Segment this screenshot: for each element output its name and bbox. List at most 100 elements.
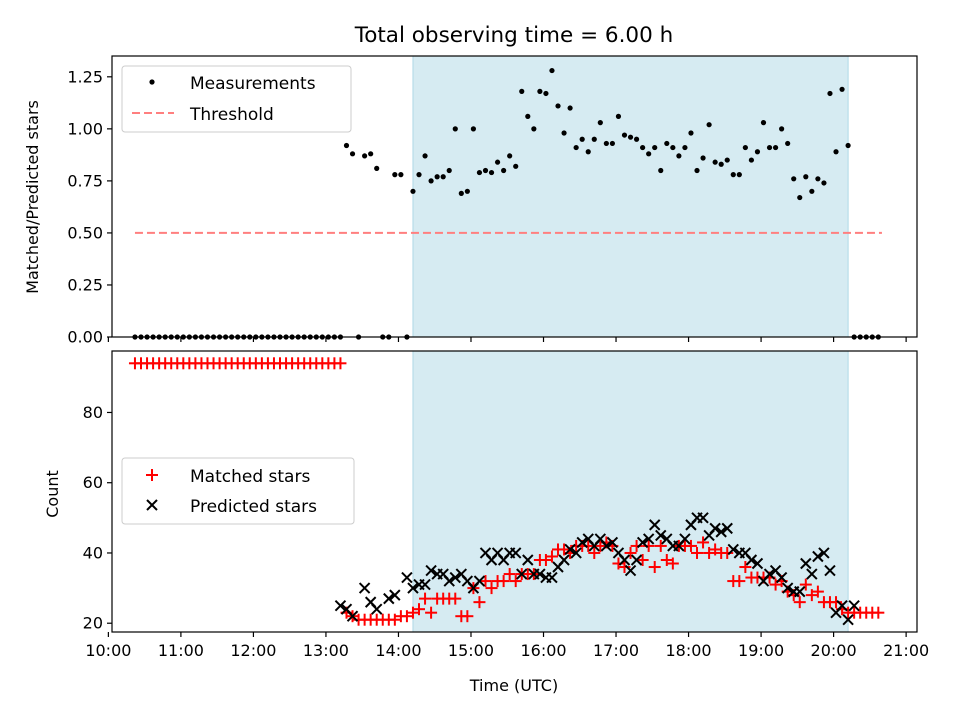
bottom-y-tick-label: 60 <box>83 473 103 492</box>
matched-star-point <box>624 546 637 559</box>
measurement-point <box>670 144 676 151</box>
measurement-point <box>362 153 368 159</box>
predicted-star-point <box>443 575 455 587</box>
measurement-point <box>543 90 549 97</box>
top-y-tick-label: 1.25 <box>67 67 103 86</box>
predicted-star-point <box>576 536 588 549</box>
x-tick-label: 15:00 <box>448 641 494 660</box>
x-tick-label: 20:00 <box>811 641 857 660</box>
measurement-point <box>621 132 628 138</box>
matched-star-point <box>461 610 474 623</box>
top-shaded-interval <box>412 55 849 338</box>
measurement-point <box>368 151 374 157</box>
predicted-star-point <box>606 536 619 549</box>
measurement-point <box>410 188 416 194</box>
legend-matched-label: Matched stars <box>190 467 310 487</box>
measurement-point <box>772 144 779 151</box>
measurement-point <box>640 144 646 151</box>
measurement-point <box>591 136 597 142</box>
matched-star-point <box>654 539 667 552</box>
measurement-point <box>803 174 809 180</box>
predicted-star-point <box>419 578 431 591</box>
top-plot-frame <box>111 55 918 338</box>
measurement-point <box>446 167 452 174</box>
legend-measurements-marker <box>149 79 155 85</box>
top-legend-box <box>121 65 352 133</box>
measurement-point <box>827 90 833 97</box>
measurement-point <box>579 136 585 142</box>
predicted-star-point <box>425 564 437 577</box>
matched-star-point <box>449 592 462 605</box>
measurement-point <box>779 126 785 132</box>
predicted-star-point <box>449 571 461 584</box>
measurement-point <box>706 122 712 128</box>
predicted-star-point <box>848 599 860 612</box>
bottom-y-tick-label: 20 <box>83 614 103 633</box>
measurement-point <box>507 153 513 159</box>
matched-star-point <box>684 539 697 552</box>
measurement-point <box>549 67 555 74</box>
measurement-point <box>785 140 791 147</box>
predicted-star-point <box>715 526 727 538</box>
matched-star-point <box>709 543 722 556</box>
predicted-star-point <box>546 571 558 584</box>
measurement-point <box>712 159 718 165</box>
measurement-point <box>349 151 356 157</box>
predicted-star-point <box>794 585 806 598</box>
matched-star-point <box>636 553 649 566</box>
measurement-point <box>452 126 458 132</box>
measurement-point <box>555 103 561 109</box>
legend-measurements-label: Measurements <box>190 74 316 94</box>
matched-star-point <box>648 561 661 574</box>
top-y-axis-label: Matched/Predicted stars <box>23 100 42 294</box>
predicted-star-point <box>558 554 570 566</box>
top-legend: Measurements Threshold <box>121 65 352 133</box>
predicted-star-point <box>775 571 788 584</box>
predicted-star-point <box>389 589 401 601</box>
predicted-star-point <box>727 543 739 556</box>
measurement-point <box>392 172 398 178</box>
measurements-points <box>132 67 881 340</box>
measurement-point <box>839 86 845 92</box>
measurement-point <box>537 88 543 94</box>
measurement-point <box>791 176 797 182</box>
predicted-star-point <box>751 557 764 570</box>
matched-star-point <box>691 546 704 559</box>
measurement-point <box>567 105 573 111</box>
top-y-tick-label: 0.25 <box>67 275 103 294</box>
predicted-star-point <box>570 547 582 559</box>
bottom-y-axis-label: Count <box>43 470 62 518</box>
predicted-star-point <box>624 564 637 577</box>
measurement-point <box>797 194 803 201</box>
predicted-star-point <box>510 547 522 559</box>
predicted-star-point <box>522 554 534 566</box>
measurement-point <box>440 174 446 180</box>
measurement-point <box>724 157 730 163</box>
matched-star-point <box>485 582 498 595</box>
predicted-star-point <box>649 519 661 531</box>
matched-star-point <box>721 546 734 559</box>
measurement-point <box>488 169 495 176</box>
predicted-star-point <box>824 564 836 577</box>
matched-star-point <box>588 546 601 559</box>
measurement-point <box>766 144 773 151</box>
matched-star-point <box>413 603 426 616</box>
matched-star-point <box>539 553 552 566</box>
measurement-point <box>736 172 742 178</box>
measurement-point <box>760 120 767 126</box>
predicted-star-point <box>842 613 854 626</box>
matched-star-point <box>830 596 843 609</box>
measurement-point <box>573 144 579 151</box>
measurement-point <box>748 157 755 163</box>
measurement-point <box>501 167 507 174</box>
measurement-point <box>603 140 609 147</box>
legend-predicted-label: Predicted stars <box>190 497 317 517</box>
measurement-point <box>531 126 537 132</box>
measurement-point <box>422 153 428 159</box>
matched-star-point <box>503 568 516 581</box>
measurement-point <box>833 149 839 155</box>
predicted-star-point <box>473 575 486 587</box>
measurement-point <box>688 130 694 136</box>
predicted-star-point <box>516 568 528 580</box>
matched-star-point <box>799 578 812 591</box>
